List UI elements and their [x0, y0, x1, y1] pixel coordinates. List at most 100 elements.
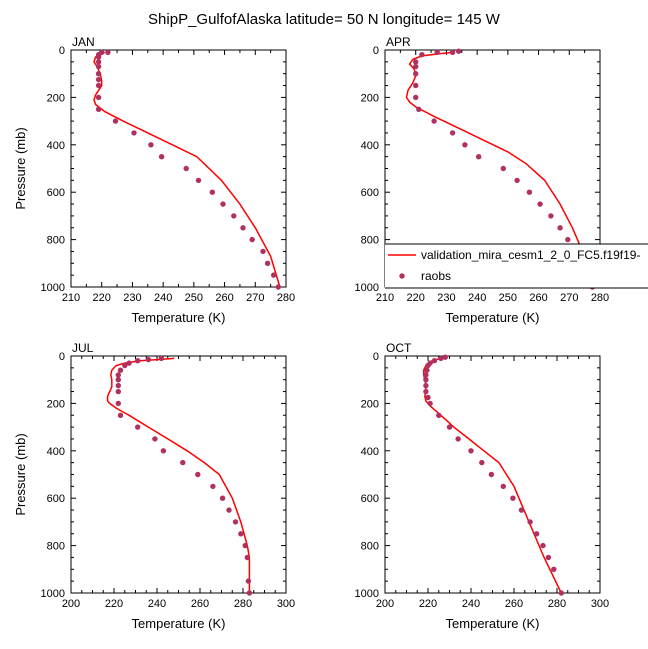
x-tick-label: 240 [468, 292, 486, 304]
raobs-point [413, 71, 419, 77]
panel-title: APR [386, 35, 411, 49]
x-tick-label: 280 [234, 598, 252, 610]
x-tick-label: 210 [376, 292, 394, 304]
raobs-point [545, 554, 552, 561]
raobs-point [117, 412, 124, 418]
raobs-point [115, 372, 122, 378]
raobs-point [105, 49, 111, 56]
raobs-point [131, 130, 137, 136]
raobs-point [427, 400, 433, 407]
x-tick-label: 280 [548, 598, 566, 610]
raobs-point [527, 519, 533, 525]
raobs-point [95, 106, 102, 113]
raobs-point [425, 394, 431, 401]
raobs-point [533, 531, 540, 537]
x-axis-label: Temperature (K) [446, 310, 540, 325]
raobs-point [152, 436, 158, 442]
panel-oct: OCT 200 220 240 260 280 300 0 200 400 600 800 1000 Te… [355, 341, 610, 631]
raobs-point [558, 590, 564, 596]
raobs-point [424, 367, 430, 373]
raobs-point [95, 82, 102, 89]
plot-frame [70, 355, 287, 594]
legend-model-label: validation_mira_cesm1_2_0_FC5.f19f19- [421, 248, 640, 262]
figure-title: ShipP_GulfofAlaska latitude= 50 N longit… [148, 11, 501, 28]
panel-jan: JAN 210 220 230 240 250 260 270 280 0 200 400 600 800… [13, 35, 295, 325]
raobs-point [245, 578, 252, 584]
x-tick-label: 270 [560, 292, 578, 304]
raobs-point [275, 284, 281, 290]
raobs-point [442, 354, 448, 360]
raobs-point [423, 388, 429, 395]
raobs-point [158, 154, 165, 160]
raobs-point [449, 130, 456, 136]
x-tick-label: 280 [591, 292, 609, 304]
raobs-point [249, 236, 255, 243]
panel-title: OCT [386, 341, 412, 355]
x-tick-label: 220 [93, 292, 111, 304]
raobs-point [413, 94, 419, 101]
raobs-point [476, 154, 482, 160]
y-tick-label: 200 [47, 398, 65, 410]
x-tick-label: 260 [505, 598, 523, 610]
y-tick-label: 200 [361, 92, 379, 104]
x-tick-label: 250 [185, 292, 203, 304]
y-tick-label: 0 [373, 45, 379, 57]
raobs-point [226, 507, 232, 513]
x-tick-label: 210 [62, 292, 80, 304]
raobs-point [95, 76, 102, 83]
y-tick-label: 200 [47, 92, 65, 104]
x-axis-label: Temperature (K) [446, 616, 540, 631]
raobs-point [455, 436, 461, 442]
y-tick-label: 1000 [355, 588, 379, 600]
raobs-point [95, 71, 102, 77]
raobs-point [446, 424, 453, 430]
raobs-point [115, 388, 122, 395]
raobs-point [183, 165, 189, 172]
raobs-point [210, 483, 216, 490]
x-tick-label: 260 [215, 292, 233, 304]
raobs-point [95, 59, 102, 65]
x-tick-label: 200 [376, 598, 394, 610]
raobs-point [115, 382, 122, 389]
x-tick-label: 250 [499, 292, 517, 304]
raobs-point [537, 201, 543, 207]
y-tick-label: 400 [361, 446, 379, 458]
panel-title: JAN [72, 35, 95, 49]
x-tick-label: 230 [123, 292, 141, 304]
legend-obs-label: raobs [421, 269, 451, 283]
y-axis-label: Pressure (mb) [13, 127, 28, 209]
raobs-point [195, 177, 202, 184]
y-tick-label: 600 [47, 493, 65, 505]
panel-jul: JUL 200 220 240 260 280 300 0 200 400 600 800 1000 Te… [13, 341, 295, 631]
raobs-point [449, 49, 456, 56]
raobs-point [510, 495, 516, 501]
raobs-point [479, 459, 485, 466]
raobs-point [209, 189, 215, 195]
legend: validation_mira_cesm1_2_0_FC5.f19f19-rao… [385, 243, 648, 289]
y-tick-label: 400 [47, 140, 65, 152]
panel-title: JUL [72, 341, 94, 355]
raobs-point [95, 63, 102, 70]
y-tick-label: 1000 [355, 282, 379, 294]
raobs-point [122, 362, 128, 369]
raobs-point [462, 142, 468, 148]
raobs-point [416, 106, 422, 113]
y-tick-label: 800 [47, 541, 65, 553]
panel-apr: APR 210 220 230 240 250 260 270 280 0 200 400 600 800… [355, 35, 610, 325]
x-tick-label: 270 [246, 292, 264, 304]
y-tick-label: 800 [361, 541, 379, 553]
y-tick-label: 600 [47, 187, 65, 199]
plot-frame [70, 49, 287, 288]
raobs-point [423, 377, 429, 383]
raobs-point [126, 360, 132, 366]
raobs-point [518, 507, 525, 513]
x-axis-label: Temperature (K) [132, 310, 226, 325]
raobs-point [219, 495, 226, 501]
raobs-point [468, 448, 474, 454]
y-tick-label: 800 [47, 235, 65, 247]
raobs-point [434, 49, 440, 56]
raobs-point [240, 225, 246, 231]
raobs-point [548, 213, 554, 219]
raobs-point [488, 471, 495, 478]
raobs-point [135, 424, 141, 430]
